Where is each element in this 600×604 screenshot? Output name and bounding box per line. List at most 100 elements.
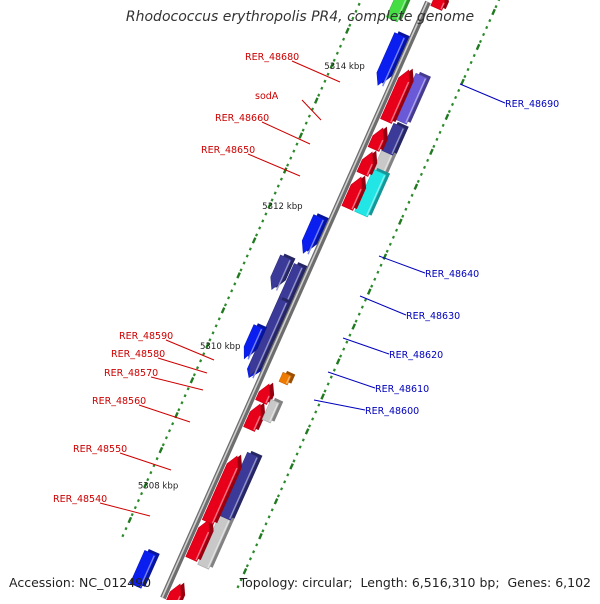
gene-rer-48630[interactable]	[270, 253, 296, 291]
feature-forward-4[interactable]	[381, 121, 409, 156]
gene-rer-48690-body	[376, 32, 407, 86]
gene-label-rer-48560[interactable]: RER_48560	[92, 396, 146, 407]
gene-label-rer-48600[interactable]: RER_48600	[365, 406, 419, 417]
scale-tick-minor	[258, 226, 262, 230]
scale-tick-minor	[304, 121, 308, 125]
gene-label-rer-48610[interactable]: RER_48610	[375, 384, 429, 395]
feature-pseudo-1-highlight	[207, 520, 230, 569]
gene-label-rer-48630[interactable]: RER_48630	[406, 311, 460, 322]
gene-rer-48610-highlight	[253, 302, 287, 377]
gene-rer-48540[interactable]	[185, 518, 214, 562]
gene-rer-48590[interactable]	[278, 370, 296, 386]
scale-tick-minor	[320, 86, 324, 90]
scale-tick-minor	[124, 526, 128, 531]
feature-forward-7[interactable]	[430, 0, 449, 11]
scale-tick-minor	[199, 359, 203, 363]
scale-tick-minor	[317, 93, 321, 97]
gene-rer-48620-highlight	[247, 328, 263, 360]
scale-label: 5312 kbp	[262, 202, 303, 212]
scale-tick-minor	[255, 543, 259, 547]
scale-tick-minor	[342, 37, 346, 41]
gene-rer-48560[interactable]	[243, 402, 266, 432]
gene-rer-48630-body	[270, 254, 292, 291]
feature-reverse-4[interactable]	[385, 0, 419, 23]
scale-tick-minor	[463, 74, 467, 79]
gene-rer-48660[interactable]	[356, 150, 378, 177]
scale-tick-minor	[404, 207, 408, 211]
scale-tick-minor	[255, 233, 259, 237]
gene-rer-48640-body	[301, 214, 326, 254]
gene-rer-48570[interactable]	[255, 382, 275, 405]
scale-tick-minor	[391, 235, 395, 239]
scale-tick-minor	[236, 585, 240, 589]
gene-label-rer-48620[interactable]: RER_48620	[389, 350, 443, 361]
scale-tick-minor	[472, 53, 476, 58]
scale-tick-minor	[307, 114, 311, 118]
gene-label-rer-48660[interactable]: RER_48660	[215, 113, 269, 124]
genes-value: 6,102	[555, 575, 591, 590]
scale-tick-major	[313, 97, 319, 104]
scale-tick-minor	[233, 282, 237, 286]
scale-tick-major	[273, 498, 279, 505]
gene-soda[interactable]	[367, 126, 388, 152]
scale-tick-minor	[301, 128, 305, 132]
feature-forward-2[interactable]	[219, 450, 263, 521]
scale-tick-minor	[485, 25, 489, 30]
gene-soda-highlight	[377, 139, 384, 151]
feature-reverse-3-body	[129, 549, 157, 589]
gene-rer-48680[interactable]	[380, 68, 414, 124]
gene-label-rer-48680[interactable]: RER_48680	[245, 52, 299, 63]
scale-tick-minor	[264, 212, 268, 216]
gene-rer-48580[interactable]	[261, 397, 284, 424]
gene-rer-48650[interactable]	[341, 175, 367, 211]
scale-tick-minor	[295, 452, 299, 456]
gene-rer-48640[interactable]	[301, 213, 329, 255]
feature-reverse-4-highlight	[395, 0, 407, 21]
scale-tick-minor	[351, 16, 355, 20]
gene-label-rer-48590[interactable]: RER_48590	[119, 331, 173, 342]
leader-line	[247, 153, 301, 177]
gene-label-soda[interactable]: sodA	[255, 91, 279, 102]
gene-label-rer-48580[interactable]: RER_48580	[111, 349, 165, 360]
gene-rer-48620[interactable]	[243, 323, 268, 360]
feature-reverse-2-highlight	[286, 267, 303, 301]
gene-label-rer-48650[interactable]: RER_48650	[201, 145, 255, 156]
gene-label-rer-48540[interactable]: RER_48540	[53, 494, 107, 505]
gene-rer-48550[interactable]	[201, 454, 243, 525]
leader-line	[99, 502, 151, 517]
scale-tick-minor	[363, 298, 367, 302]
scale-tick-minor	[261, 529, 265, 533]
feature-forward-4-highlight	[391, 128, 404, 155]
feature-forward-5[interactable]	[395, 71, 431, 125]
scale-tick-minor	[279, 177, 283, 181]
gene-label-rer-48550[interactable]: RER_48550	[73, 444, 127, 455]
scale-tick-minor	[317, 403, 321, 407]
feature-forward-2-highlight	[229, 457, 258, 520]
scale-tick-minor	[136, 498, 140, 503]
scale-tick-minor	[283, 480, 287, 484]
gene-rer-48610[interactable]	[249, 297, 292, 377]
gene-rer-48690-highlight	[382, 37, 405, 87]
scale-tick-minor	[217, 317, 221, 321]
scale-tick-major	[366, 288, 372, 295]
leader-line	[138, 404, 191, 423]
scale-tick-major	[251, 237, 257, 244]
feature-forward-5-highlight	[405, 78, 427, 124]
feature-reverse-3[interactable]	[129, 548, 160, 589]
scale-tick-minor	[454, 95, 458, 100]
gene-label-rer-48690[interactable]: RER_48690	[505, 99, 559, 110]
gene-rer-48690[interactable]	[376, 31, 410, 87]
leader-line	[261, 121, 311, 145]
scale-tick-minor	[307, 424, 312, 428]
gene-label-rer-48640[interactable]: RER_48640	[425, 269, 479, 280]
scale-tick-minor	[469, 60, 473, 65]
gene-rer-48580-body	[261, 398, 280, 424]
scale-tick-minor	[239, 268, 243, 272]
scale-tick-major	[382, 253, 388, 260]
scale-tick-minor	[164, 436, 168, 440]
scale-tick-minor	[245, 564, 249, 568]
scale-tick-major	[413, 183, 419, 191]
gene-rer-48540-body	[185, 519, 210, 562]
gene-label-rer-48570[interactable]: RER_48570	[104, 368, 158, 379]
scale-tick-minor	[416, 179, 420, 183]
